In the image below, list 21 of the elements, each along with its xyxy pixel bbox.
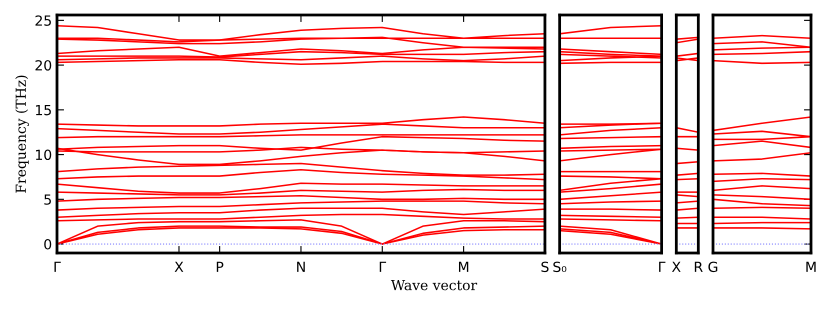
- x-tick-label: Γ: [659, 262, 666, 272]
- x-tick-label: G: [708, 262, 718, 272]
- x-tick-label: Γ: [380, 262, 386, 272]
- x-tick-label: Γ: [54, 262, 61, 272]
- y-tick-label: 15: [36, 104, 51, 116]
- y-tick-label: 20: [35, 60, 52, 71]
- y-tick-label: 5: [44, 194, 51, 205]
- y-tick-label: 0: [44, 239, 52, 250]
- x-tick-label: M: [458, 262, 468, 272]
- x-tick-label: X: [174, 262, 184, 272]
- x-tick-label: X: [672, 262, 681, 272]
- x-tick-label: P: [216, 262, 224, 272]
- x-tick-label: M: [806, 262, 816, 272]
- x-tick-label: N: [297, 262, 305, 272]
- x-tick-label: S: [541, 262, 549, 272]
- x-tick-label: R: [694, 262, 703, 272]
- y-tick-label: 10: [36, 150, 52, 160]
- x-tick-label: S₀: [553, 262, 566, 272]
- y-tick-label: 25: [35, 15, 51, 26]
- x-axis-title: Wave vector: [390, 280, 478, 290]
- y-axis-title: Frequency (THz): [15, 76, 29, 193]
